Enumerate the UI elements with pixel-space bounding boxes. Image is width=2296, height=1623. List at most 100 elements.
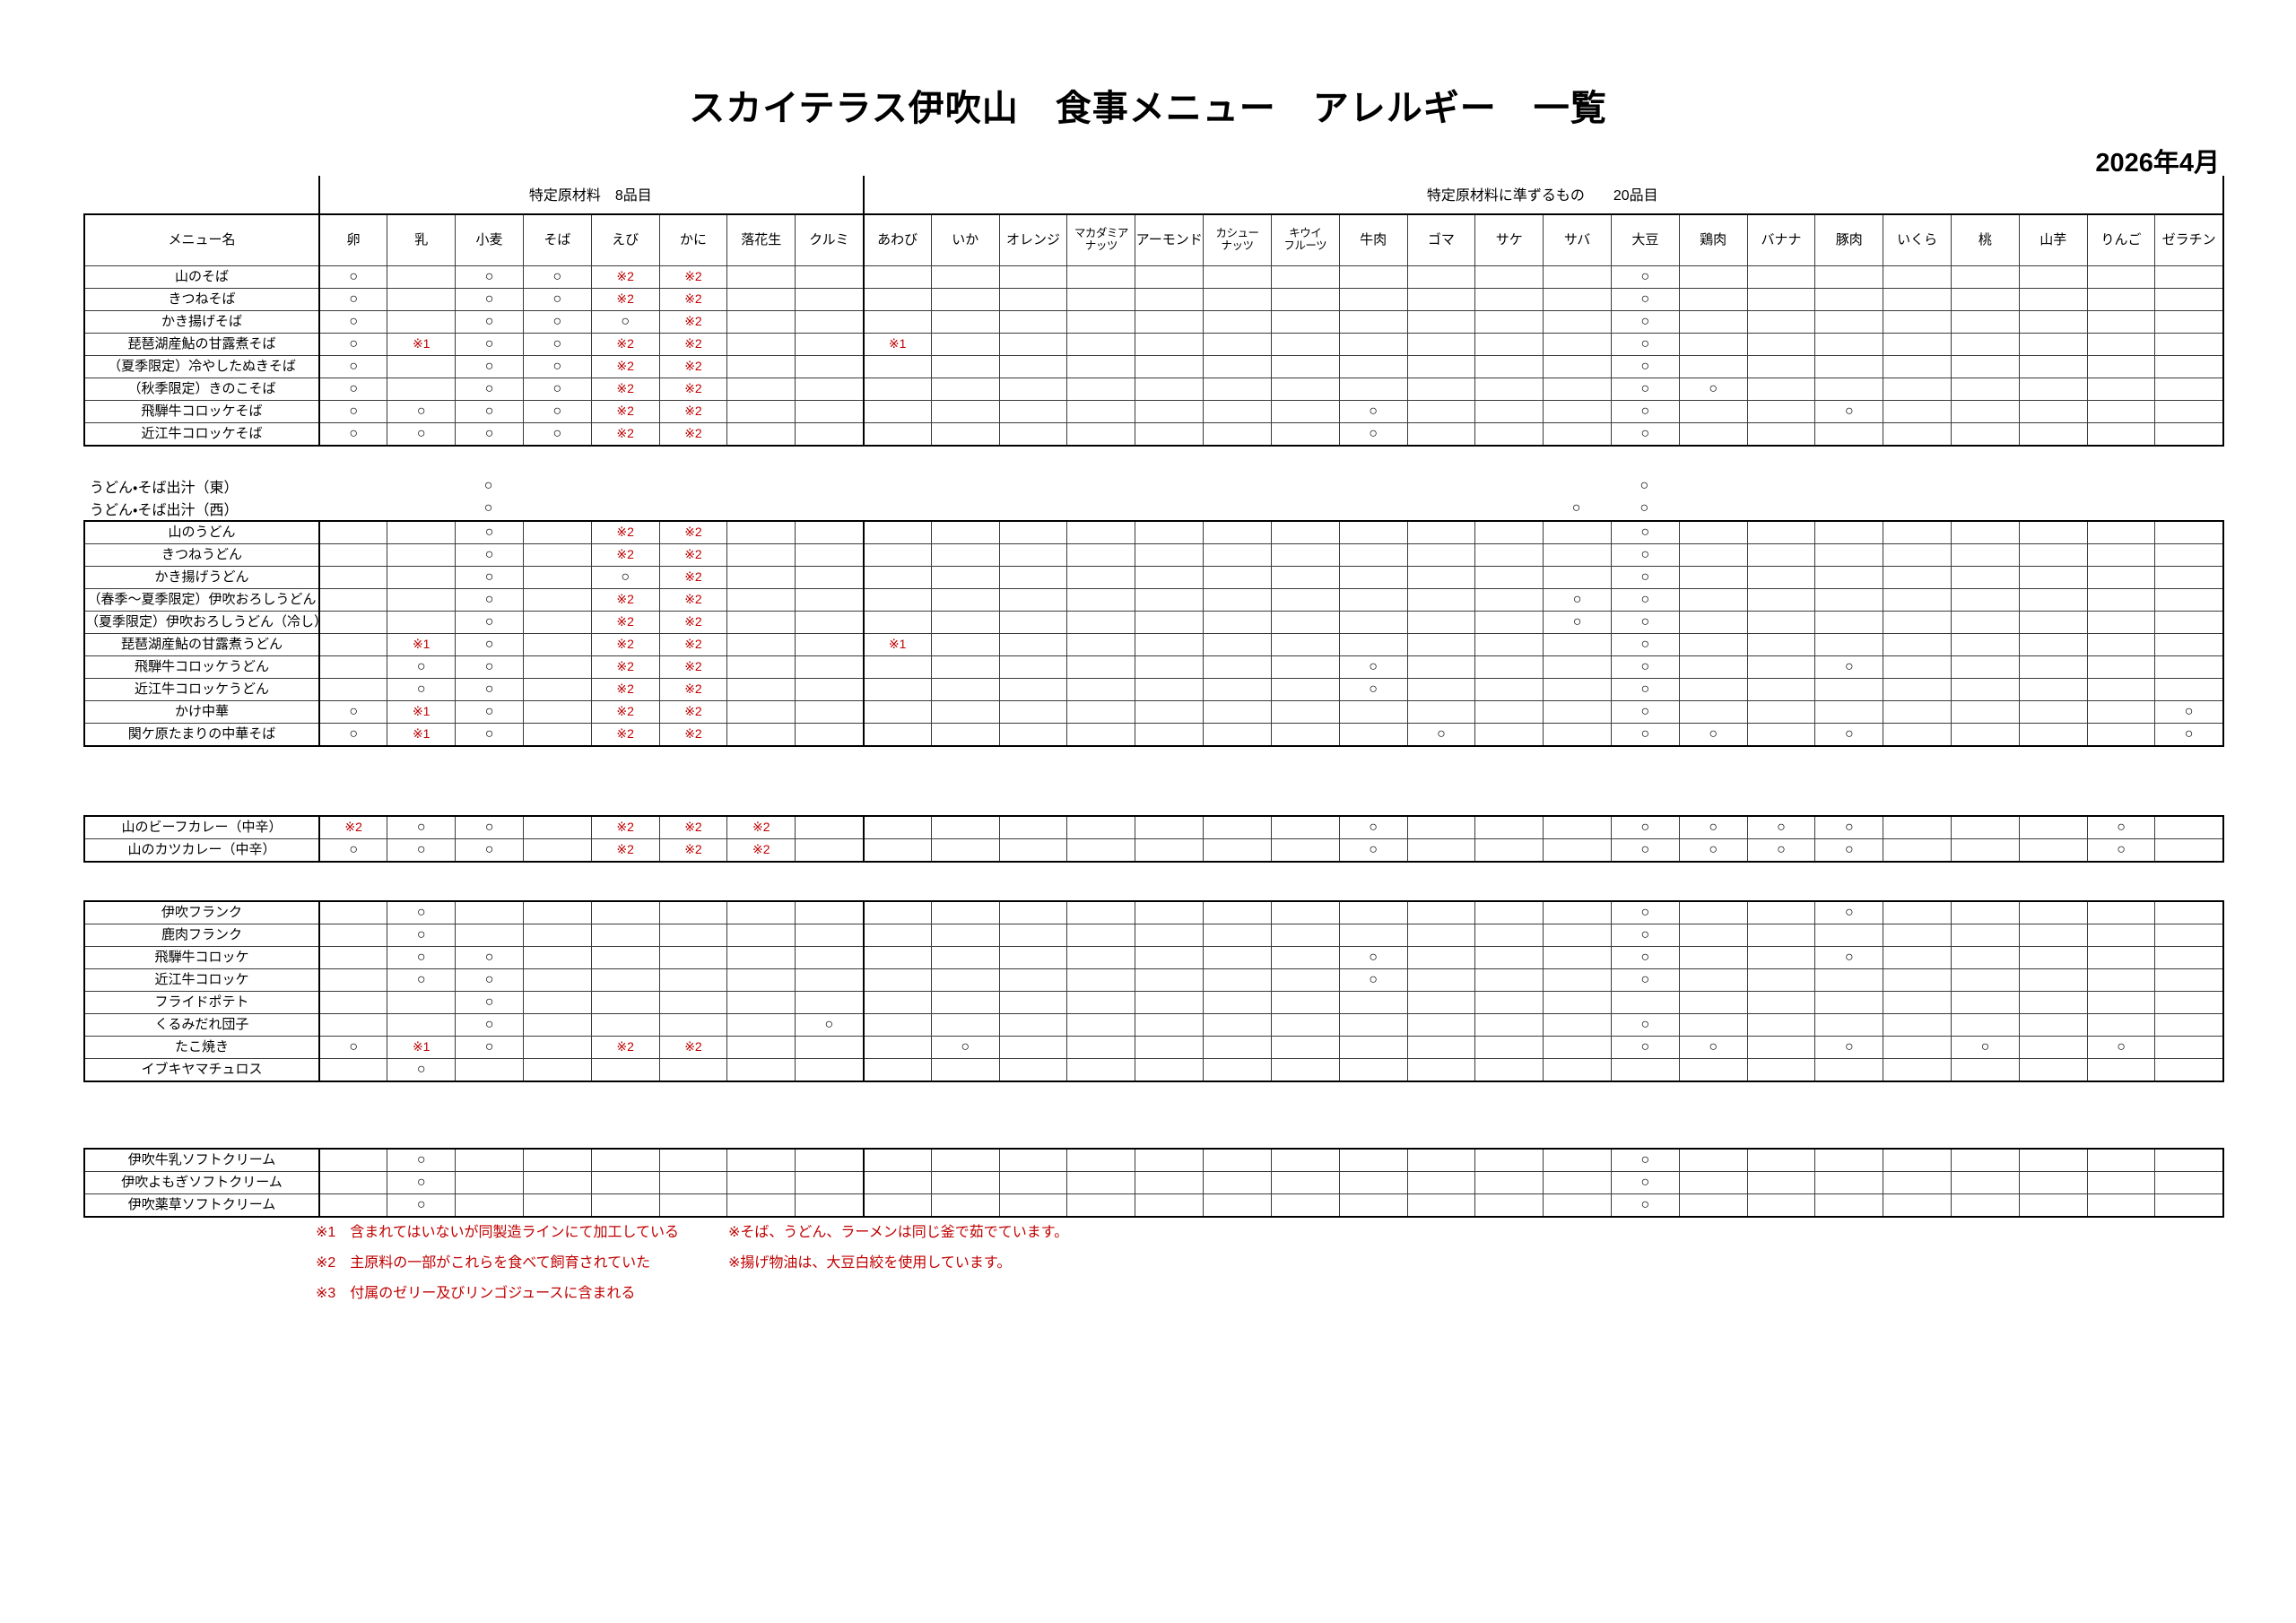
cell-udon-5-10 [998, 633, 1068, 656]
table-row: かき揚げそば ○ ○ ○ ○ ※2 ○ [83, 310, 2224, 334]
cell-udon-4-25 [2018, 611, 2088, 634]
circle-mark: ○ [1572, 592, 1582, 608]
circle-mark: ○ [484, 359, 494, 375]
cell-udon-0-9 [930, 520, 1000, 544]
cell-softcream-0-15 [1338, 1148, 1408, 1172]
cell-soba-6-26 [2086, 400, 2156, 423]
cell-soba-4-8 [862, 355, 932, 378]
cell-udon-4-17 [1474, 611, 1544, 634]
cell-soba-1-8 [862, 288, 932, 311]
cell-udon-8-9 [930, 700, 1000, 724]
cell-soba-5-12 [1135, 378, 1205, 401]
cell-curry-0-22: ○ [1814, 815, 1884, 839]
cell-udon-3-19: ○ [1610, 588, 1680, 612]
cell-udon-3-20 [1678, 588, 1748, 612]
cell-soba-2-12 [1135, 310, 1205, 334]
circle-mark: ○ [1640, 1039, 1650, 1055]
circle-mark: ○ [1640, 336, 1650, 352]
circle-mark: ○ [484, 547, 494, 563]
circle-mark: ○ [552, 381, 562, 397]
menu-name-snacks-2: 飛騨牛コロッケ [83, 946, 320, 969]
cell-soba-2-5: ※2 [658, 310, 728, 334]
cell-softcream-0-27 [2154, 1148, 2224, 1172]
cell-snacks-1-12 [1135, 924, 1205, 947]
cell-soba-5-13 [1203, 378, 1272, 401]
cell-soba-1-16 [1406, 288, 1476, 311]
cell-curry-0-19: ○ [1610, 815, 1680, 839]
cell-curry-0-15: ○ [1338, 815, 1408, 839]
cell-dashi-1-13 [1202, 497, 1271, 519]
note-mark: ※2 [616, 636, 634, 651]
cell-udon-3-22 [1814, 588, 1884, 612]
circle-mark: ○ [1640, 726, 1650, 742]
cell-udon-5-5: ※2 [658, 633, 728, 656]
cell-udon-2-25 [2018, 566, 2088, 589]
cell-curry-1-26: ○ [2086, 838, 2156, 863]
cell-udon-5-4: ※2 [590, 633, 660, 656]
circle-mark: ○ [824, 1017, 834, 1033]
note-mark: ※2 [616, 681, 634, 696]
cell-udon-1-10 [998, 543, 1068, 567]
note-mark: ※2 [684, 703, 702, 718]
cell-udon-2-18 [1543, 566, 1612, 589]
circle-mark: ○ [484, 1039, 494, 1055]
cell-dashi-1-0 [318, 497, 387, 519]
cell-udon-9-2: ○ [455, 723, 524, 747]
note-mark: ※2 [616, 268, 634, 283]
cell-udon-5-1: ※1 [387, 633, 457, 656]
circle-mark: ○ [1640, 1175, 1650, 1191]
circle-mark: ○ [1369, 842, 1378, 858]
cell-udon-8-13 [1203, 700, 1272, 724]
cell-snacks-6-7 [795, 1036, 864, 1059]
cell-snacks-1-22 [1814, 924, 1884, 947]
cell-soba-7-2: ○ [455, 422, 524, 447]
cell-snacks-5-1 [387, 1013, 457, 1037]
cell-snacks-2-22: ○ [1814, 946, 1884, 969]
circle-mark: ○ [1640, 525, 1650, 541]
header-allergen-23: いくら [1883, 213, 1952, 266]
cell-udon-4-8 [862, 611, 932, 634]
footnote-line-0: ※1 含まれてはいないが同製造ラインにて加工している ※そば、うどん、ラーメンは同… [316, 1219, 1661, 1250]
cell-soba-5-4: ※2 [590, 378, 660, 401]
cell-curry-1-8 [862, 838, 932, 863]
cell-soba-5-23 [1883, 378, 1952, 401]
cell-udon-4-14 [1270, 611, 1340, 634]
menu-name-snacks-4: フライドポテト [83, 991, 320, 1014]
cell-udon-2-11 [1066, 566, 1136, 589]
cell-snacks-7-18 [1543, 1058, 1612, 1082]
cell-snacks-3-13 [1203, 968, 1272, 992]
cell-udon-6-11 [1066, 655, 1136, 679]
cell-soba-7-22 [1814, 422, 1884, 447]
cell-softcream-2-17 [1474, 1193, 1544, 1218]
cell-softcream-0-21 [1746, 1148, 1816, 1172]
cell-snacks-4-21 [1746, 991, 1816, 1014]
circle-mark: ○ [1639, 499, 1649, 516]
cell-softcream-2-12 [1135, 1193, 1205, 1218]
cell-curry-1-3 [522, 838, 592, 863]
cell-soba-6-23 [1883, 400, 1952, 423]
cell-udon-0-26 [2086, 520, 2156, 544]
note-mark: ※2 [616, 819, 634, 834]
cell-udon-9-19: ○ [1610, 723, 1680, 747]
cell-snacks-1-23 [1883, 924, 1952, 947]
note-mark: ※2 [616, 841, 634, 856]
cell-snacks-5-14 [1270, 1013, 1340, 1037]
footnote-right-1: ※揚げ物油は、大豆白絞を使用しています。 [728, 1255, 1012, 1271]
cell-udon-7-6 [726, 678, 796, 701]
cell-snacks-0-9 [930, 900, 1000, 924]
header-allergen-1: 乳 [387, 213, 457, 266]
cell-snacks-7-23 [1883, 1058, 1952, 1082]
cell-snacks-5-19: ○ [1610, 1013, 1680, 1037]
table-curry: 山のビーフカレー（中辛） ※2 ○ ○ ※2 ※2 ※2 ○ ○ ○ ○ ○ ○ 山のカツカレー（中辛） ○… [83, 815, 2224, 863]
cell-softcream-1-4 [590, 1171, 660, 1194]
cell-udon-5-19: ○ [1610, 633, 1680, 656]
cell-soba-2-20 [1678, 310, 1748, 334]
circle-mark: ○ [349, 359, 358, 375]
cell-softcream-1-22 [1814, 1171, 1884, 1194]
cell-soba-3-11 [1066, 333, 1136, 356]
cell-dashi-0-18 [1542, 474, 1611, 497]
circle-mark: ○ [1640, 704, 1650, 720]
cell-udon-1-3 [522, 543, 592, 567]
menu-name-soba-2: かき揚げそば [83, 310, 320, 334]
cell-dashi-1-22 [1813, 497, 1883, 519]
